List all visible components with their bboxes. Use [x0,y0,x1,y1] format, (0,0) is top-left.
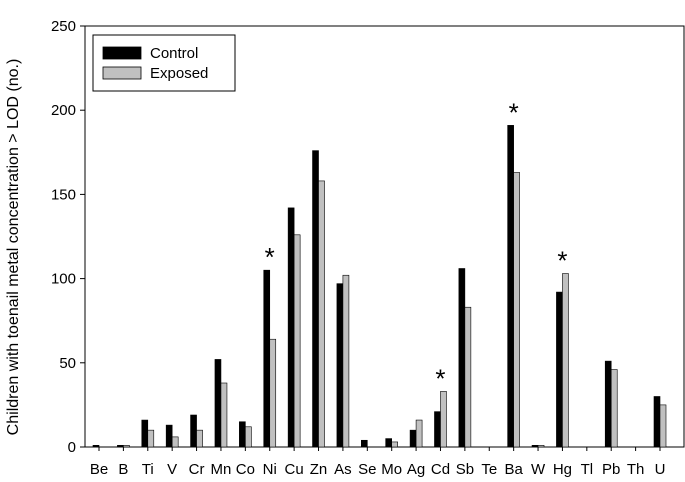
bar-control-ba [507,125,514,448]
bar-control-pb [604,360,612,448]
bar-control-hg [556,291,563,448]
legend-swatch-exposed [102,66,142,80]
bar-exposed-ni [269,338,277,448]
x-tick-label-th: Th [627,461,645,478]
x-tick-label-pb: Pb [602,461,620,478]
x-tick-label-mo: Mo [381,461,402,478]
bar-control-mn [214,359,222,448]
bar-exposed-sb [464,306,472,448]
y-axis: 0 50 100 150 200 250 [51,18,85,456]
bar-exposed-cr [196,429,203,448]
y-tick-label: 150 [51,186,76,203]
x-tick-label-cr: Cr [189,461,205,478]
x-tick-label-v: V [167,461,177,478]
y-tick-label: 100 [51,271,76,288]
legend: Control Exposed [92,34,236,92]
bar-exposed-zn [318,180,325,448]
bar-exposed-mn [220,382,228,448]
legend-box [92,34,236,92]
bar-exposed-ba [513,172,520,448]
bar-control-cu [287,207,295,448]
x-tick-label-te: Te [481,461,497,478]
x-tick-label-be: Be [90,461,108,478]
x-tick-label-u: U [655,461,666,478]
x-tick-label-cd: Cd [431,461,450,478]
bar-control-sb [458,268,466,448]
y-tick-label: 0 [68,439,76,456]
annotations: * * * * [265,97,568,393]
bar-control-cr [190,414,197,448]
bar-exposed-w [537,445,545,448]
bar-exposed-cd [440,391,447,448]
x-axis: Be B Ti V Cr Mn Co Ni Cu Zn As Se Mo Ag Cd Sb Te Ba W Hg Tl P… [90,447,666,478]
bar-control-co [239,421,246,448]
bar-control-b [117,445,124,448]
x-tick-label-mn: Mn [211,461,232,478]
significance-star-ba: * [509,97,519,127]
bar-exposed-v [171,436,179,448]
x-tick-label-hg: Hg [553,461,572,478]
x-tick-label-sb: Sb [456,461,474,478]
bars-group [92,125,667,448]
bar-control-u [653,396,661,448]
legend-label-control: Control [150,45,198,62]
bar-exposed-hg [562,273,569,448]
x-tick-label-ba: Ba [504,461,523,478]
y-axis-title: Children with toenail metal concentratio… [5,59,22,436]
bar-control-se [361,439,368,448]
bar-control-mo [385,438,392,448]
x-tick-label-co: Co [236,461,255,478]
bar-control-be [92,445,100,448]
bar-exposed-mo [391,441,398,448]
bar-exposed-b [123,445,130,448]
bar-control-as [336,283,344,448]
x-tick-label-tl: Tl [581,461,594,478]
bar-exposed-cu [293,234,301,448]
bar-control-w [531,445,539,448]
legend-label-exposed: Exposed [150,65,208,82]
x-tick-label-ni: Ni [263,461,277,478]
y-tick-label: 250 [51,18,76,35]
bar-exposed-as [342,274,350,448]
x-tick-label-b: B [118,461,128,478]
x-tick-label-ti: Ti [142,461,154,478]
bar-control-zn [312,150,319,448]
bar-exposed-co [245,426,252,448]
significance-star-hg: * [557,246,567,276]
significance-star-ni: * [265,242,275,272]
bar-exposed-ti [147,429,155,448]
x-tick-label-cu: Cu [285,461,304,478]
bar-exposed-pb [610,369,618,448]
bar-control-v [165,424,173,448]
bar-control-ni [263,269,271,448]
plot-border [84,25,685,448]
plot-frame [84,25,685,448]
bar-control-cd [434,411,441,448]
x-tick-label-w: W [531,461,546,478]
x-tick-label-as: As [334,461,352,478]
x-tick-label-ag: Ag [407,461,425,478]
x-tick-label-zn: Zn [310,461,328,478]
y-tick-label: 200 [51,102,76,119]
significance-star-cd: * [435,363,445,393]
x-tick-label-se: Se [358,461,376,478]
legend-swatch-control [102,46,142,60]
bar-control-ti [141,419,149,448]
bar-exposed-u [659,404,667,448]
bar-control-ag [409,429,417,448]
bar-exposed-ag [415,419,423,448]
y-tick-label: 50 [59,355,76,372]
